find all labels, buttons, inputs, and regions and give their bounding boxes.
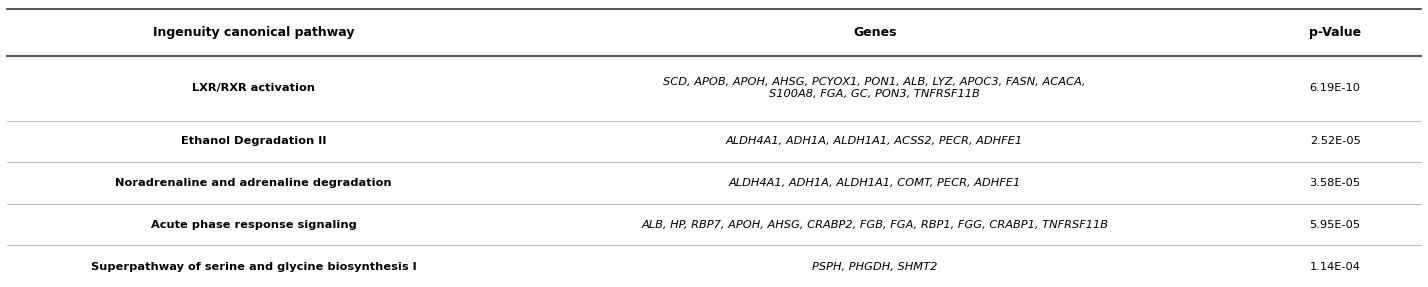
Bar xyxy=(7,204,1421,245)
Bar xyxy=(7,121,1421,162)
Bar xyxy=(7,56,1421,121)
Text: Ethanol Degradation II: Ethanol Degradation II xyxy=(181,136,326,146)
Text: 6.19E-10: 6.19E-10 xyxy=(1309,83,1361,93)
Text: ALDH4A1, ADH1A, ALDH1A1, COMT, PECR, ADHFE1: ALDH4A1, ADH1A, ALDH1A1, COMT, PECR, ADH… xyxy=(728,178,1021,188)
Text: Ingenuity canonical pathway: Ingenuity canonical pathway xyxy=(153,26,354,39)
Text: 1.14E-04: 1.14E-04 xyxy=(1309,262,1361,272)
Text: Acute phase response signaling: Acute phase response signaling xyxy=(150,220,357,230)
Text: Noradrenaline and adrenaline degradation: Noradrenaline and adrenaline degradation xyxy=(116,178,391,188)
Text: ALB, HP, RBP7, APOH, AHSG, CRABP2, FGB, FGA, RBP1, FGG, CRABP1, TNFRSF11B: ALB, HP, RBP7, APOH, AHSG, CRABP2, FGB, … xyxy=(641,220,1108,230)
Text: ALDH4A1, ADH1A, ALDH1A1, ACSS2, PECR, ADHFE1: ALDH4A1, ADH1A, ALDH1A1, ACSS2, PECR, AD… xyxy=(725,136,1024,146)
Text: Superpathway of serine and glycine biosynthesis I: Superpathway of serine and glycine biosy… xyxy=(90,262,417,272)
Bar xyxy=(7,162,1421,204)
Text: 3.58E-05: 3.58E-05 xyxy=(1309,178,1361,188)
Text: SCD, APOB, APOH, AHSG, PCYOX1, PON1, ALB, LYZ, APOC3, FASN, ACACA,
S100A8, FGA, : SCD, APOB, APOH, AHSG, PCYOX1, PON1, ALB… xyxy=(664,77,1085,100)
Text: 2.52E-05: 2.52E-05 xyxy=(1309,136,1361,146)
Text: Genes: Genes xyxy=(853,26,897,39)
Text: LXR/RXR activation: LXR/RXR activation xyxy=(191,83,316,93)
Text: 5.95E-05: 5.95E-05 xyxy=(1309,220,1361,230)
Text: PSPH, PHGDH, SHMT2: PSPH, PHGDH, SHMT2 xyxy=(813,262,937,272)
Bar xyxy=(7,245,1421,287)
Text: p-Value: p-Value xyxy=(1309,26,1361,39)
